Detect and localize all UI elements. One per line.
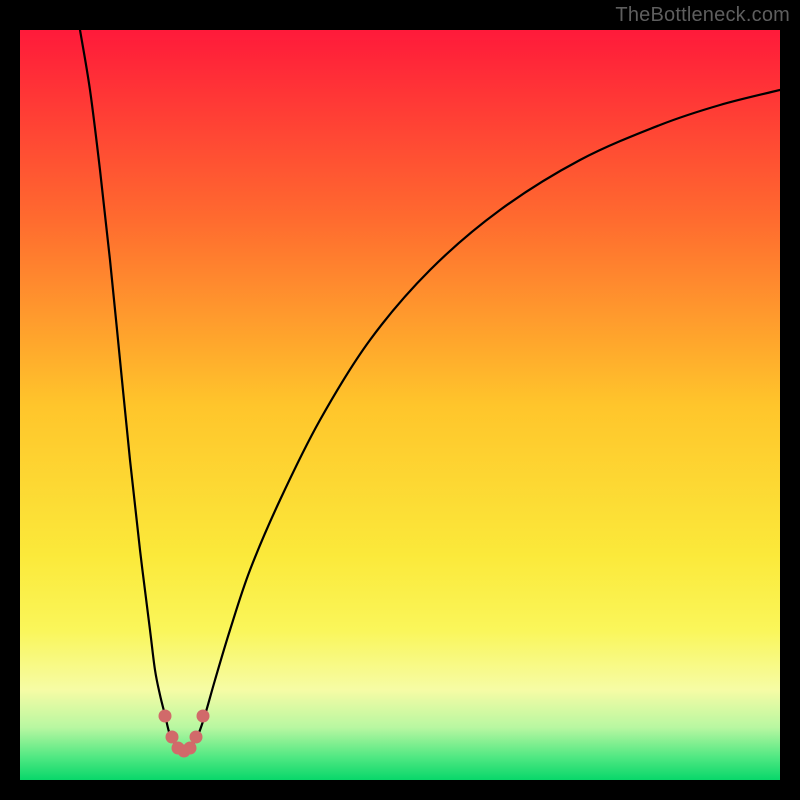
curve-marker <box>184 742 197 755</box>
bottleneck-curve-chart <box>0 0 800 800</box>
curve-marker <box>159 710 172 723</box>
chart-gradient-background <box>20 30 780 780</box>
curve-marker <box>197 710 210 723</box>
curve-marker <box>166 731 179 744</box>
chart-root: TheBottleneck.com <box>0 0 800 800</box>
watermark-text: TheBottleneck.com <box>615 4 790 27</box>
curve-marker <box>190 731 203 744</box>
